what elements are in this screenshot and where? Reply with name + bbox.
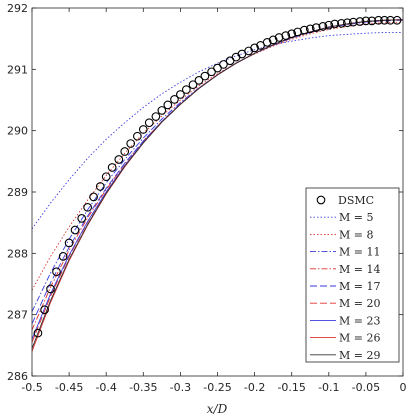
dsmc-marker <box>40 305 49 315</box>
x-axis-label: x/D <box>207 402 228 416</box>
dsmc-marker <box>380 15 389 25</box>
dsmc-marker <box>133 131 142 141</box>
dsmc-marker <box>330 19 340 29</box>
y-tick-label: 289 <box>7 186 28 199</box>
y-tick-label: 287 <box>7 309 28 322</box>
x-tick-label: -0.4 <box>95 381 116 394</box>
dsmc-marker <box>46 284 55 294</box>
dsmc-marker <box>176 90 185 99</box>
x-tick-label: -0.3 <box>170 381 191 394</box>
series-layer <box>31 19 404 352</box>
legend-label-4: M = 14 <box>339 263 380 276</box>
legend-label-1: M = 5 <box>339 211 373 224</box>
x-tick-label: -0.25 <box>203 381 231 394</box>
dsmc-marker <box>181 85 191 94</box>
x-tick-label: -0.35 <box>129 381 157 394</box>
dsmc-marker <box>287 29 297 39</box>
y-tick-label: 291 <box>7 63 28 76</box>
legend-marker-dsmc <box>316 195 326 205</box>
series-line-1 <box>31 32 403 230</box>
dsmc-marker <box>89 192 98 202</box>
dsmc-marker <box>188 80 198 90</box>
legend-label-2: M = 8 <box>339 228 373 241</box>
y-tick-label: 292 <box>7 2 28 15</box>
dsmc-marker <box>77 214 87 223</box>
y-tick-label: 288 <box>7 247 28 260</box>
legend-label-dsmc: DSMC <box>338 194 374 207</box>
series-line-9 <box>31 19 404 349</box>
dsmc-marker <box>262 37 272 47</box>
dsmc-marker <box>101 172 111 182</box>
dsmc-marker <box>170 95 179 104</box>
tick-layer: -0.5 -0.45 -0.4 -0.35 -0.3 -0.25 -0.2 -0.15 -0.1… <box>7 2 407 394</box>
dsmc-marker <box>151 112 161 121</box>
dsmc-marker <box>83 202 92 212</box>
legend-label-7: M = 23 <box>339 314 380 327</box>
dsmc-marker <box>343 18 352 28</box>
dsmc-marker <box>107 163 117 172</box>
dsmc-marker <box>200 71 210 81</box>
dsmc-marker <box>126 139 136 148</box>
dsmc-marker <box>250 43 259 53</box>
dsmc-marker <box>305 24 315 34</box>
dsmc-marker <box>318 22 328 31</box>
dsmc-marker <box>33 328 43 338</box>
dsmc-marker <box>114 155 124 164</box>
dsmc-marker <box>281 31 291 40</box>
dsmc-marker <box>355 17 365 26</box>
dsmc-marker <box>348 17 358 27</box>
legend-label-8: M = 26 <box>339 332 380 345</box>
dsmc-marker <box>367 16 377 26</box>
dsmc-marker <box>299 25 309 35</box>
y-tick-label: 286 <box>7 370 28 383</box>
legend-label-9: M = 29 <box>339 349 380 362</box>
dsmc-marker <box>274 33 284 42</box>
dsmc-marker <box>194 76 204 85</box>
x-tick-label: -0.45 <box>55 381 83 394</box>
x-tick-label: -0.05 <box>352 381 380 394</box>
dsmc-marker <box>144 118 154 128</box>
dsmc-marker <box>52 267 61 277</box>
dsmc-marker <box>268 35 278 45</box>
dsmc-marker <box>70 225 80 235</box>
legend: DSMC M = 5 M = 8 M = 11 M = 14 M = 17 M = 20 M … <box>305 187 400 363</box>
dsmc-marker <box>219 60 228 69</box>
dsmc-marker <box>361 16 371 26</box>
dsmc-marker <box>311 23 321 32</box>
dsmc-marker <box>392 15 402 25</box>
dsmc-marker <box>58 252 68 261</box>
y-tick-label: 290 <box>7 125 28 138</box>
legend-label-5: M = 17 <box>339 280 380 293</box>
dsmc-marker <box>120 147 130 156</box>
x-tick-label: -0.5 <box>21 381 42 394</box>
dsmc-marker <box>386 15 395 25</box>
legend-label-6: M = 20 <box>339 297 380 310</box>
dsmc-marker <box>95 182 105 191</box>
x-tick-label: -0.15 <box>277 381 305 394</box>
dsmc-marker <box>157 106 167 115</box>
x-tick-label: -0.2 <box>244 381 265 394</box>
x-tick-label: 0 <box>400 381 407 394</box>
dsmc-marker <box>163 100 173 110</box>
dsmc-marker <box>374 15 383 25</box>
dsmc-marker <box>337 18 346 28</box>
x-tick-label: -0.1 <box>318 381 339 394</box>
dsmc-marker <box>64 238 74 248</box>
legend-label-3: M = 11 <box>339 246 380 259</box>
dsmc-marker <box>138 125 148 134</box>
marker-layer <box>33 15 402 338</box>
dsmc-marker <box>324 20 334 30</box>
dsmc-marker <box>293 27 302 37</box>
